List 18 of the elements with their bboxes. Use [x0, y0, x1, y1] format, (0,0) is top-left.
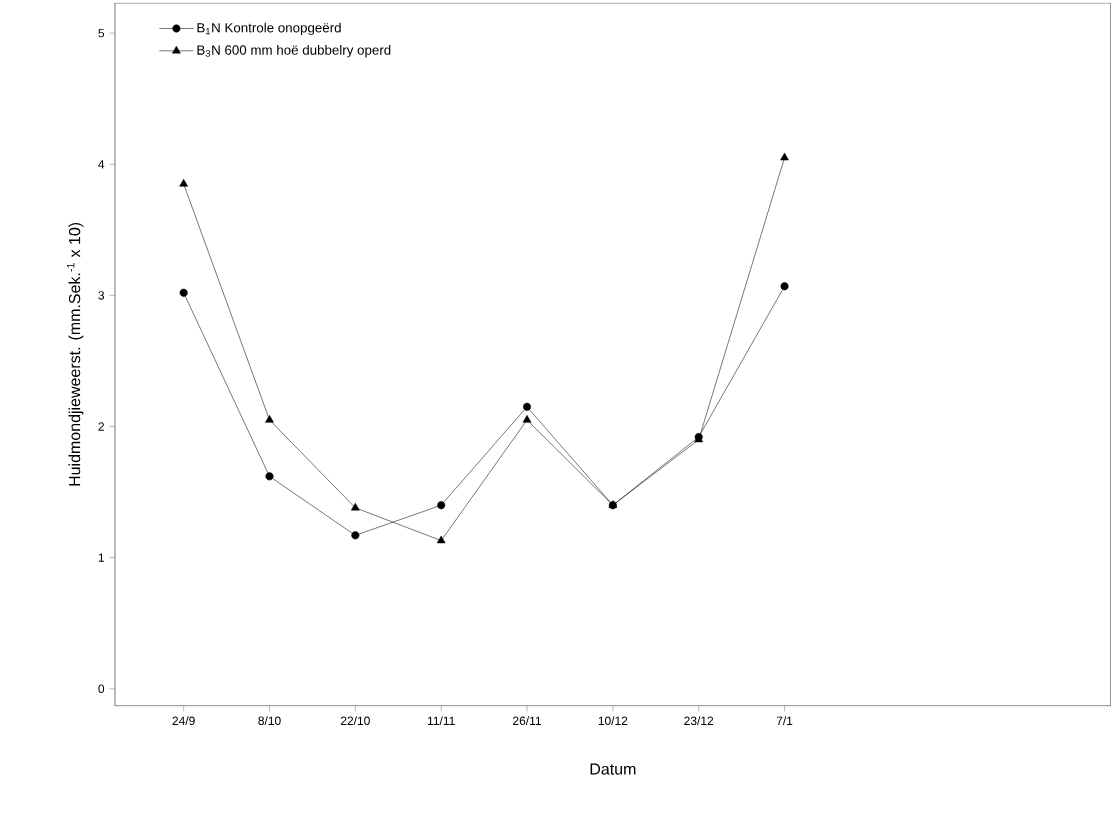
- y-tick-label: 3: [98, 291, 105, 300]
- y-tick-label: 0: [98, 684, 105, 694]
- y-tick-label: 5: [98, 29, 105, 38]
- x-tick-label: 10/12: [598, 716, 628, 726]
- x-tick-label: 11/11: [427, 716, 455, 726]
- y-tick-label: 1: [98, 553, 104, 562]
- x-tick-label: 22/10: [340, 716, 370, 726]
- y-axis-title: Huidmondjieweerst. (mm.Sek.$^{-1}$ x 10): [66, 223, 84, 486]
- x-tick-label: 24/9: [172, 716, 195, 726]
- x-axis-title: Datum: [590, 763, 636, 775]
- y-tick-label: 2: [98, 422, 104, 431]
- y-tick-label: 4: [98, 160, 105, 169]
- x-tick-label: 23/12: [684, 716, 714, 726]
- x-tick-label: 26/11: [513, 716, 541, 726]
- x-tick-label: 7/1: [776, 716, 793, 726]
- legend-label: B$_{1}$N Kontrole onopgeërd: [197, 22, 341, 36]
- legend-label: B$_{3}$N 600 mm hoë dubbelry operd: [197, 45, 391, 58]
- x-tick-label: 8/10: [258, 716, 281, 726]
